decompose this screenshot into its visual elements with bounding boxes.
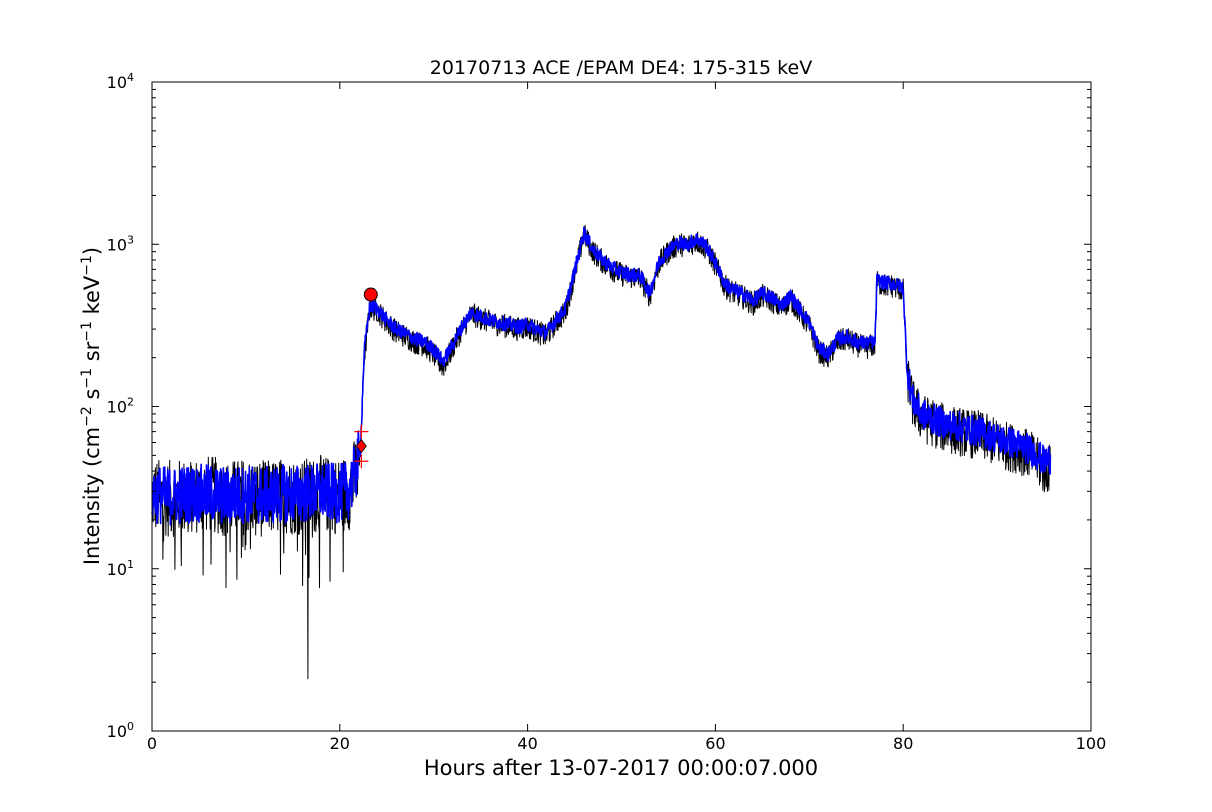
x-axis-label: Hours after 13-07-2017 00:00:07.000: [424, 756, 818, 780]
y-axis-label-kev: keV: [80, 275, 104, 321]
x-axis: 0 20 40 60 80 100: [147, 82, 1106, 753]
chart-title: 20170713 ACE /EPAM DE4: 175-315 keV: [430, 57, 812, 79]
y-tick-label: 100: [107, 720, 134, 741]
series-layer: [151, 224, 1052, 680]
event-marker-circle: [363, 287, 378, 302]
y-axis-label-exp3: −1: [79, 321, 95, 342]
y-tick-label: 102: [107, 396, 134, 417]
y-axis-label-lead: Intensity (cm: [80, 427, 104, 565]
y-axis-label-tail: ): [80, 247, 104, 255]
event-marker-plus-3: [354, 454, 369, 469]
series-smoothed-line: [151, 226, 1052, 526]
y-tick-label-base: 10: [107, 560, 127, 579]
x-tick-label: 40: [517, 734, 537, 753]
y-tick-label-exponent: 3: [127, 233, 134, 246]
y-axis-label: Intensity (cm−2 s−1 sr−1 keV−1): [79, 247, 104, 565]
y-tick-label: 101: [107, 558, 134, 579]
y-tick-label-base: 10: [107, 235, 127, 254]
y-tick-label-exponent: 0: [127, 720, 134, 733]
y-axis-label-sr: sr: [80, 341, 104, 368]
y-axis-label-exp1: −2: [79, 406, 95, 427]
series-raw-line: [151, 224, 1051, 680]
y-tick-label: 103: [107, 233, 134, 254]
y-axis-label-s: s: [80, 389, 104, 407]
y-axis-label-exp2: −1: [79, 368, 95, 389]
y-tick-label: 104: [107, 71, 134, 92]
x-tick-label: 0: [147, 734, 157, 753]
x-tick-label: 60: [705, 734, 725, 753]
x-tick-label: 20: [330, 734, 350, 753]
x-tick-label: 80: [893, 734, 913, 753]
y-tick-label-base: 10: [107, 398, 127, 417]
y-tick-label-exponent: 4: [127, 71, 134, 84]
y-tick-label-base: 10: [107, 73, 127, 92]
y-tick-label-exponent: 1: [127, 558, 134, 571]
y-axis-label-exp4: −1: [79, 255, 95, 276]
marker-layer: [354, 287, 378, 469]
event-marker-plus-2: [354, 424, 369, 439]
event-marker-diamond: [356, 438, 367, 454]
y-tick-label-base: 10: [107, 722, 127, 741]
y-tick-label-exponent: 2: [127, 396, 134, 409]
x-tick-label: 100: [1076, 734, 1107, 753]
